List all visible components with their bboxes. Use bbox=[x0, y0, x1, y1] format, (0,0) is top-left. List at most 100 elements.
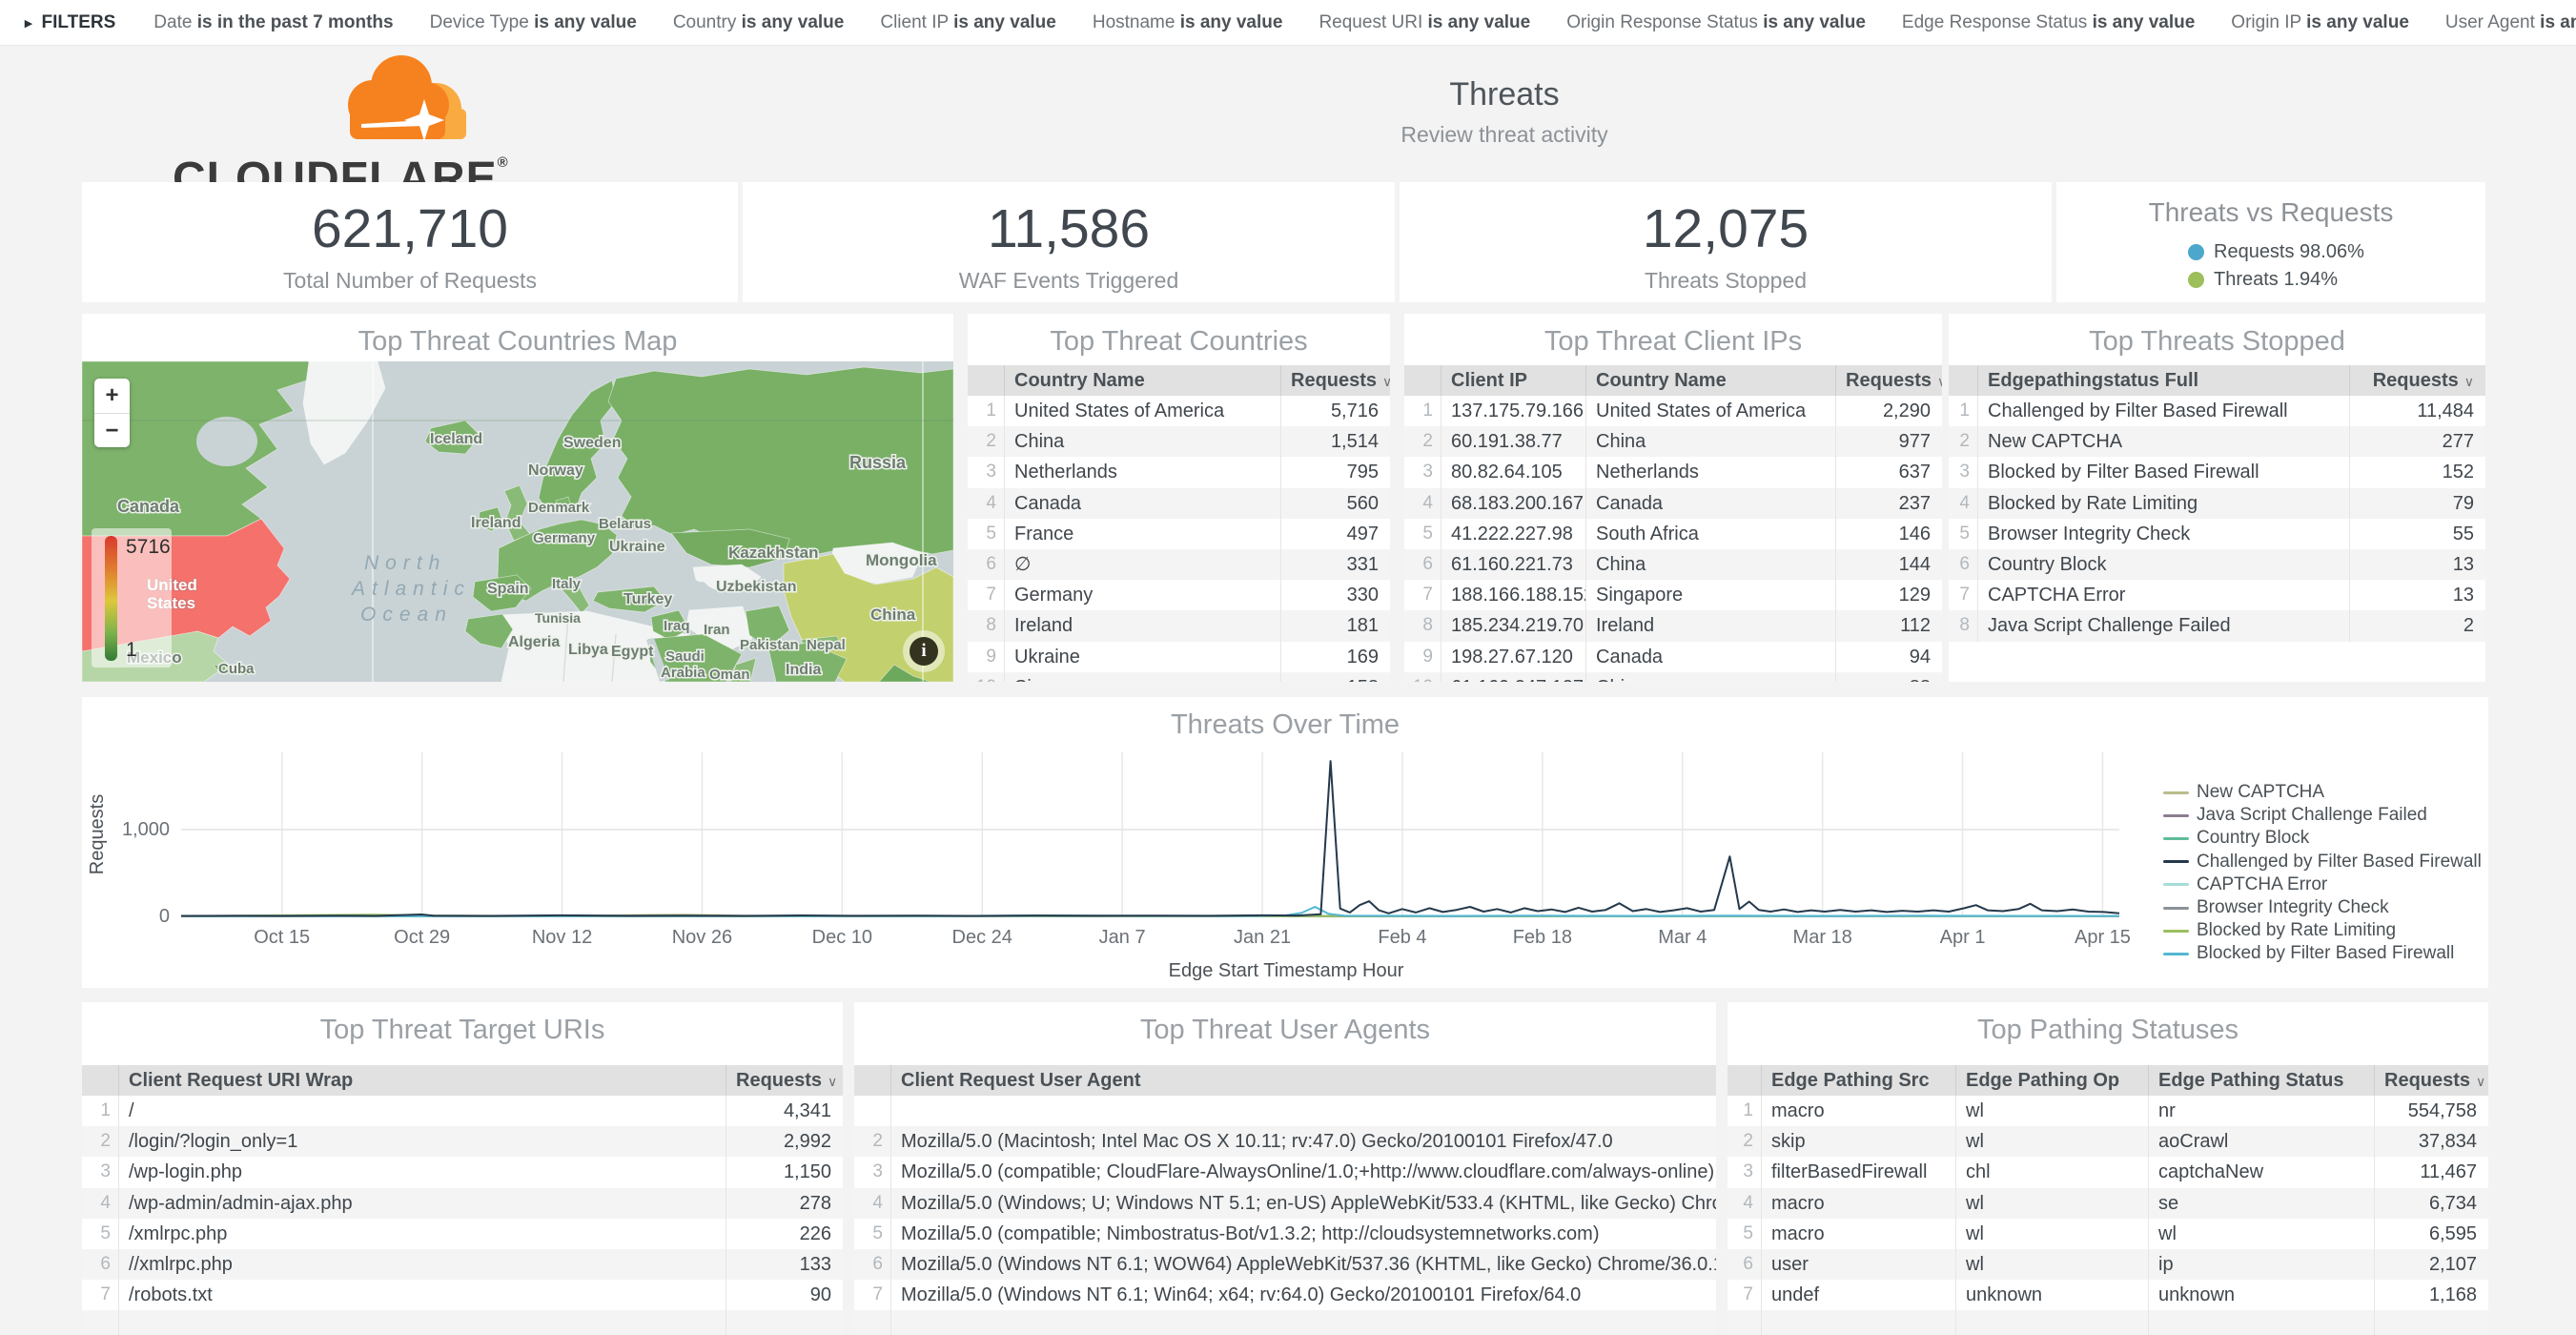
table-row[interactable]: 6 //xmlrpc.php 133 bbox=[82, 1248, 843, 1281]
table-row[interactable]: 8 Java Script Challenge Failed 2 bbox=[1949, 610, 2485, 642]
table-row[interactable]: 7/robots.txt 90 bbox=[82, 1280, 843, 1311]
legend-item[interactable]: Browser Integrity Check bbox=[2163, 896, 2482, 919]
filter-item[interactable]: Origin IP is any value bbox=[2231, 11, 2409, 32]
table-row[interactable]: 3 80.82.64.105 Netherlands 637 bbox=[1404, 457, 1942, 488]
filter-value: is any value bbox=[1427, 11, 1531, 32]
filter-item[interactable]: Country is any value bbox=[672, 11, 845, 32]
column-header[interactable]: Country Name bbox=[1585, 365, 1835, 396]
table-row[interactable]: 4 macro wl se 6,734 bbox=[1728, 1187, 2488, 1219]
table-row[interactable]: 1 Challenged by Filter Based Firewall 11,4… bbox=[1949, 396, 2485, 427]
filter-item[interactable]: Device Type is any value bbox=[429, 11, 637, 32]
table-row[interactable]: 4 Canada 560 bbox=[968, 487, 1390, 519]
filter-item[interactable]: Date is in the past 7 months bbox=[153, 11, 394, 32]
table-row[interactable]: 2 60.191.38.77 China 977 bbox=[1404, 426, 1942, 458]
column-header[interactable]: Client IP bbox=[1441, 365, 1585, 396]
table-row[interactable]: 6 ∅ 331 bbox=[968, 548, 1390, 581]
table-row[interactable]: 1 /4,341 bbox=[82, 1096, 843, 1127]
threats-over-time-chart[interactable]: Oct 15 Oct 29 Nov 12 Nov 26 Dec 10 Dec 24 Jan … bbox=[82, 697, 2488, 988]
table-row[interactable]: 2 China 1,514 bbox=[968, 426, 1390, 458]
table-row[interactable]: 9 198.27.67.120 Canada 94 bbox=[1404, 641, 1942, 672]
table-row[interactable]: 7 188.166.188.152 Singapore 129 bbox=[1404, 580, 1942, 611]
filter-item[interactable]: Client IP is any value bbox=[880, 11, 1056, 32]
table-row[interactable]: 9 Ukraine 169 bbox=[968, 641, 1390, 672]
table-row[interactable]: 1 United States of America 5,716 bbox=[968, 396, 1390, 427]
table-row[interactable]: 5 Mozilla/5.0 (compatible; Nimbostratus-B… bbox=[854, 1218, 1716, 1249]
cell: 11,484 bbox=[2349, 396, 2485, 427]
table-row[interactable]: 4 Mozilla/5.0 (Windows; U; Windows NT 5.1… bbox=[854, 1187, 1716, 1219]
table-row[interactable]: 5 41.222.227.98 South Africa 146 bbox=[1404, 518, 1942, 549]
table-row[interactable]: 6 Country Block 13 bbox=[1949, 548, 2485, 581]
column-header[interactable]: Requests∨ bbox=[2349, 365, 2485, 396]
table-row[interactable]: 3 Netherlands 795 bbox=[968, 457, 1390, 488]
map-info-button[interactable]: i bbox=[903, 630, 945, 672]
legend-item[interactable]: Blocked by Rate Limiting bbox=[2163, 919, 2482, 942]
column-header[interactable]: Client Request URI Wrap bbox=[118, 1065, 726, 1096]
table-row[interactable]: 7 Mozilla/5.0 (Windows NT 6.1; Win64; x64… bbox=[854, 1280, 1716, 1311]
table-row[interactable]: 3/wp-login.php 1,150 bbox=[82, 1157, 843, 1188]
legend-item[interactable]: Requests 98.06% bbox=[2188, 241, 2485, 263]
column-header[interactable]: Country Name bbox=[1004, 365, 1280, 396]
filter-item[interactable]: User Agent is any value bbox=[2445, 12, 2576, 32]
filter-item[interactable]: Hostname is any value bbox=[1092, 11, 1283, 32]
table-row[interactable] bbox=[1728, 1310, 2488, 1335]
table-row[interactable]: 5 Browser Integrity Check 55 bbox=[1949, 518, 2485, 549]
legend-item[interactable]: Threats 1.94% bbox=[2188, 269, 2485, 291]
column-header[interactable]: Edge Pathing Status bbox=[2148, 1065, 2374, 1096]
table-row[interactable]: 1 137.175.79.166 United States of America 2… bbox=[1404, 396, 1942, 427]
world-map-shapes[interactable]: CanadaUnitedStatesMexicoCubaIcelandIrela… bbox=[82, 361, 953, 682]
column-header[interactable]: Edge Pathing Op bbox=[1955, 1065, 2148, 1096]
table-row[interactable]: 4/wp-admin/admin-ajax.php 278 bbox=[82, 1187, 843, 1219]
column-header[interactable]: Edgepathingstatus Full bbox=[1977, 365, 2349, 396]
column-header[interactable]: Requests∨ bbox=[726, 1065, 843, 1096]
filter-item[interactable]: Origin Response Status is any value bbox=[1566, 11, 1866, 32]
filters-toggle[interactable]: ▸ FILTERS bbox=[25, 12, 115, 33]
series-line[interactable] bbox=[180, 760, 2120, 917]
zoom-out-button[interactable]: − bbox=[105, 418, 119, 443]
table-row[interactable]: 2 New CAPTCHA 277 bbox=[1949, 426, 2485, 458]
world-map[interactable]: CanadaUnitedStatesMexicoCubaIcelandIrela… bbox=[82, 361, 953, 682]
table-row[interactable]: 5/xmlrpc.php 226 bbox=[82, 1218, 843, 1249]
legend-item[interactable]: CAPTCHA Error bbox=[2163, 873, 2482, 896]
table-row[interactable]: 4 68.183.200.167 Canada 237 bbox=[1404, 487, 1942, 519]
legend-item[interactable]: New CAPTCHA bbox=[2163, 781, 2482, 804]
table-row[interactable]: 2 Mozilla/5.0 (Macintosh; Intel Mac OS X … bbox=[854, 1126, 1716, 1158]
table-row[interactable]: 1061.160.247.127China88 bbox=[1404, 671, 1942, 682]
column-header[interactable]: Requests∨ bbox=[2374, 1065, 2488, 1096]
filter-item[interactable]: Request URI is any value bbox=[1319, 11, 1531, 32]
table-row[interactable]: 3 Mozilla/5.0 (compatible; CloudFlare-Alw… bbox=[854, 1157, 1716, 1188]
table-row[interactable]: 8 185.234.219.70 Ireland 112 bbox=[1404, 610, 1942, 642]
table-row[interactable]: 3 filterBasedFirewall chl captchaNew 11,467 bbox=[1728, 1157, 2488, 1188]
map-label: Nepal bbox=[807, 637, 846, 653]
column-header[interactable]: Edge Pathing Src bbox=[1761, 1065, 1955, 1096]
filter-item[interactable]: Edge Response Status is any value bbox=[1901, 11, 2196, 32]
legend-item[interactable]: Country Block bbox=[2163, 827, 2482, 850]
table-row[interactable]: 7 Germany 330 bbox=[968, 580, 1390, 611]
table-row[interactable]: 2 skip wl aoCrawl 37,834 bbox=[1728, 1126, 2488, 1158]
table-row[interactable]: 7 CAPTCHA Error 13 bbox=[1949, 580, 2485, 611]
panel-title: Top Threat Client IPs bbox=[1544, 326, 1803, 357]
table-row[interactable]: 5 macro wl wl 6,595 bbox=[1728, 1218, 2488, 1249]
column-header[interactable]: Requests∨ bbox=[1280, 365, 1390, 396]
table-row[interactable]: 1 macro wl nr 554,758 bbox=[1728, 1096, 2488, 1127]
zoom-in-button[interactable]: + bbox=[94, 379, 130, 414]
registered-mark: ® bbox=[497, 154, 509, 171]
table-row[interactable]: 5 France 497 bbox=[968, 518, 1390, 549]
column-header[interactable]: Requests∨ bbox=[1835, 365, 1942, 396]
legend-item[interactable]: Blocked by Filter Based Firewall bbox=[2163, 942, 2482, 965]
table-row[interactable] bbox=[854, 1096, 1716, 1127]
legend-item[interactable]: Java Script Challenge Failed bbox=[2163, 804, 2482, 827]
table-row[interactable] bbox=[854, 1310, 1716, 1335]
table-row[interactable]: 3 Blocked by Filter Based Firewall 152 bbox=[1949, 457, 2485, 488]
table-row[interactable]: 4 Blocked by Rate Limiting 79 bbox=[1949, 487, 2485, 519]
table-row[interactable]: 10Singapore158 bbox=[968, 671, 1390, 682]
table-row[interactable]: 6 61.160.221.73 China 144 bbox=[1404, 548, 1942, 581]
x-axis-tick: Feb 4 bbox=[1378, 927, 1426, 948]
table-row[interactable] bbox=[82, 1310, 843, 1335]
legend-item[interactable]: Challenged by Filter Based Firewall bbox=[2163, 851, 2482, 873]
table-row[interactable]: 2/login/?login_only=1 2,992 bbox=[82, 1126, 843, 1158]
table-row[interactable]: 6 user wl ip 2,107 bbox=[1728, 1248, 2488, 1281]
table-row[interactable]: 6 Mozilla/5.0 (Windows NT 6.1; WOW64) App… bbox=[854, 1248, 1716, 1281]
column-header[interactable]: Client Request User Agent bbox=[890, 1065, 1716, 1096]
table-row[interactable]: 8 Ireland 181 bbox=[968, 610, 1390, 642]
table-row[interactable]: 7 undef unknown unknown 1,168 bbox=[1728, 1280, 2488, 1311]
